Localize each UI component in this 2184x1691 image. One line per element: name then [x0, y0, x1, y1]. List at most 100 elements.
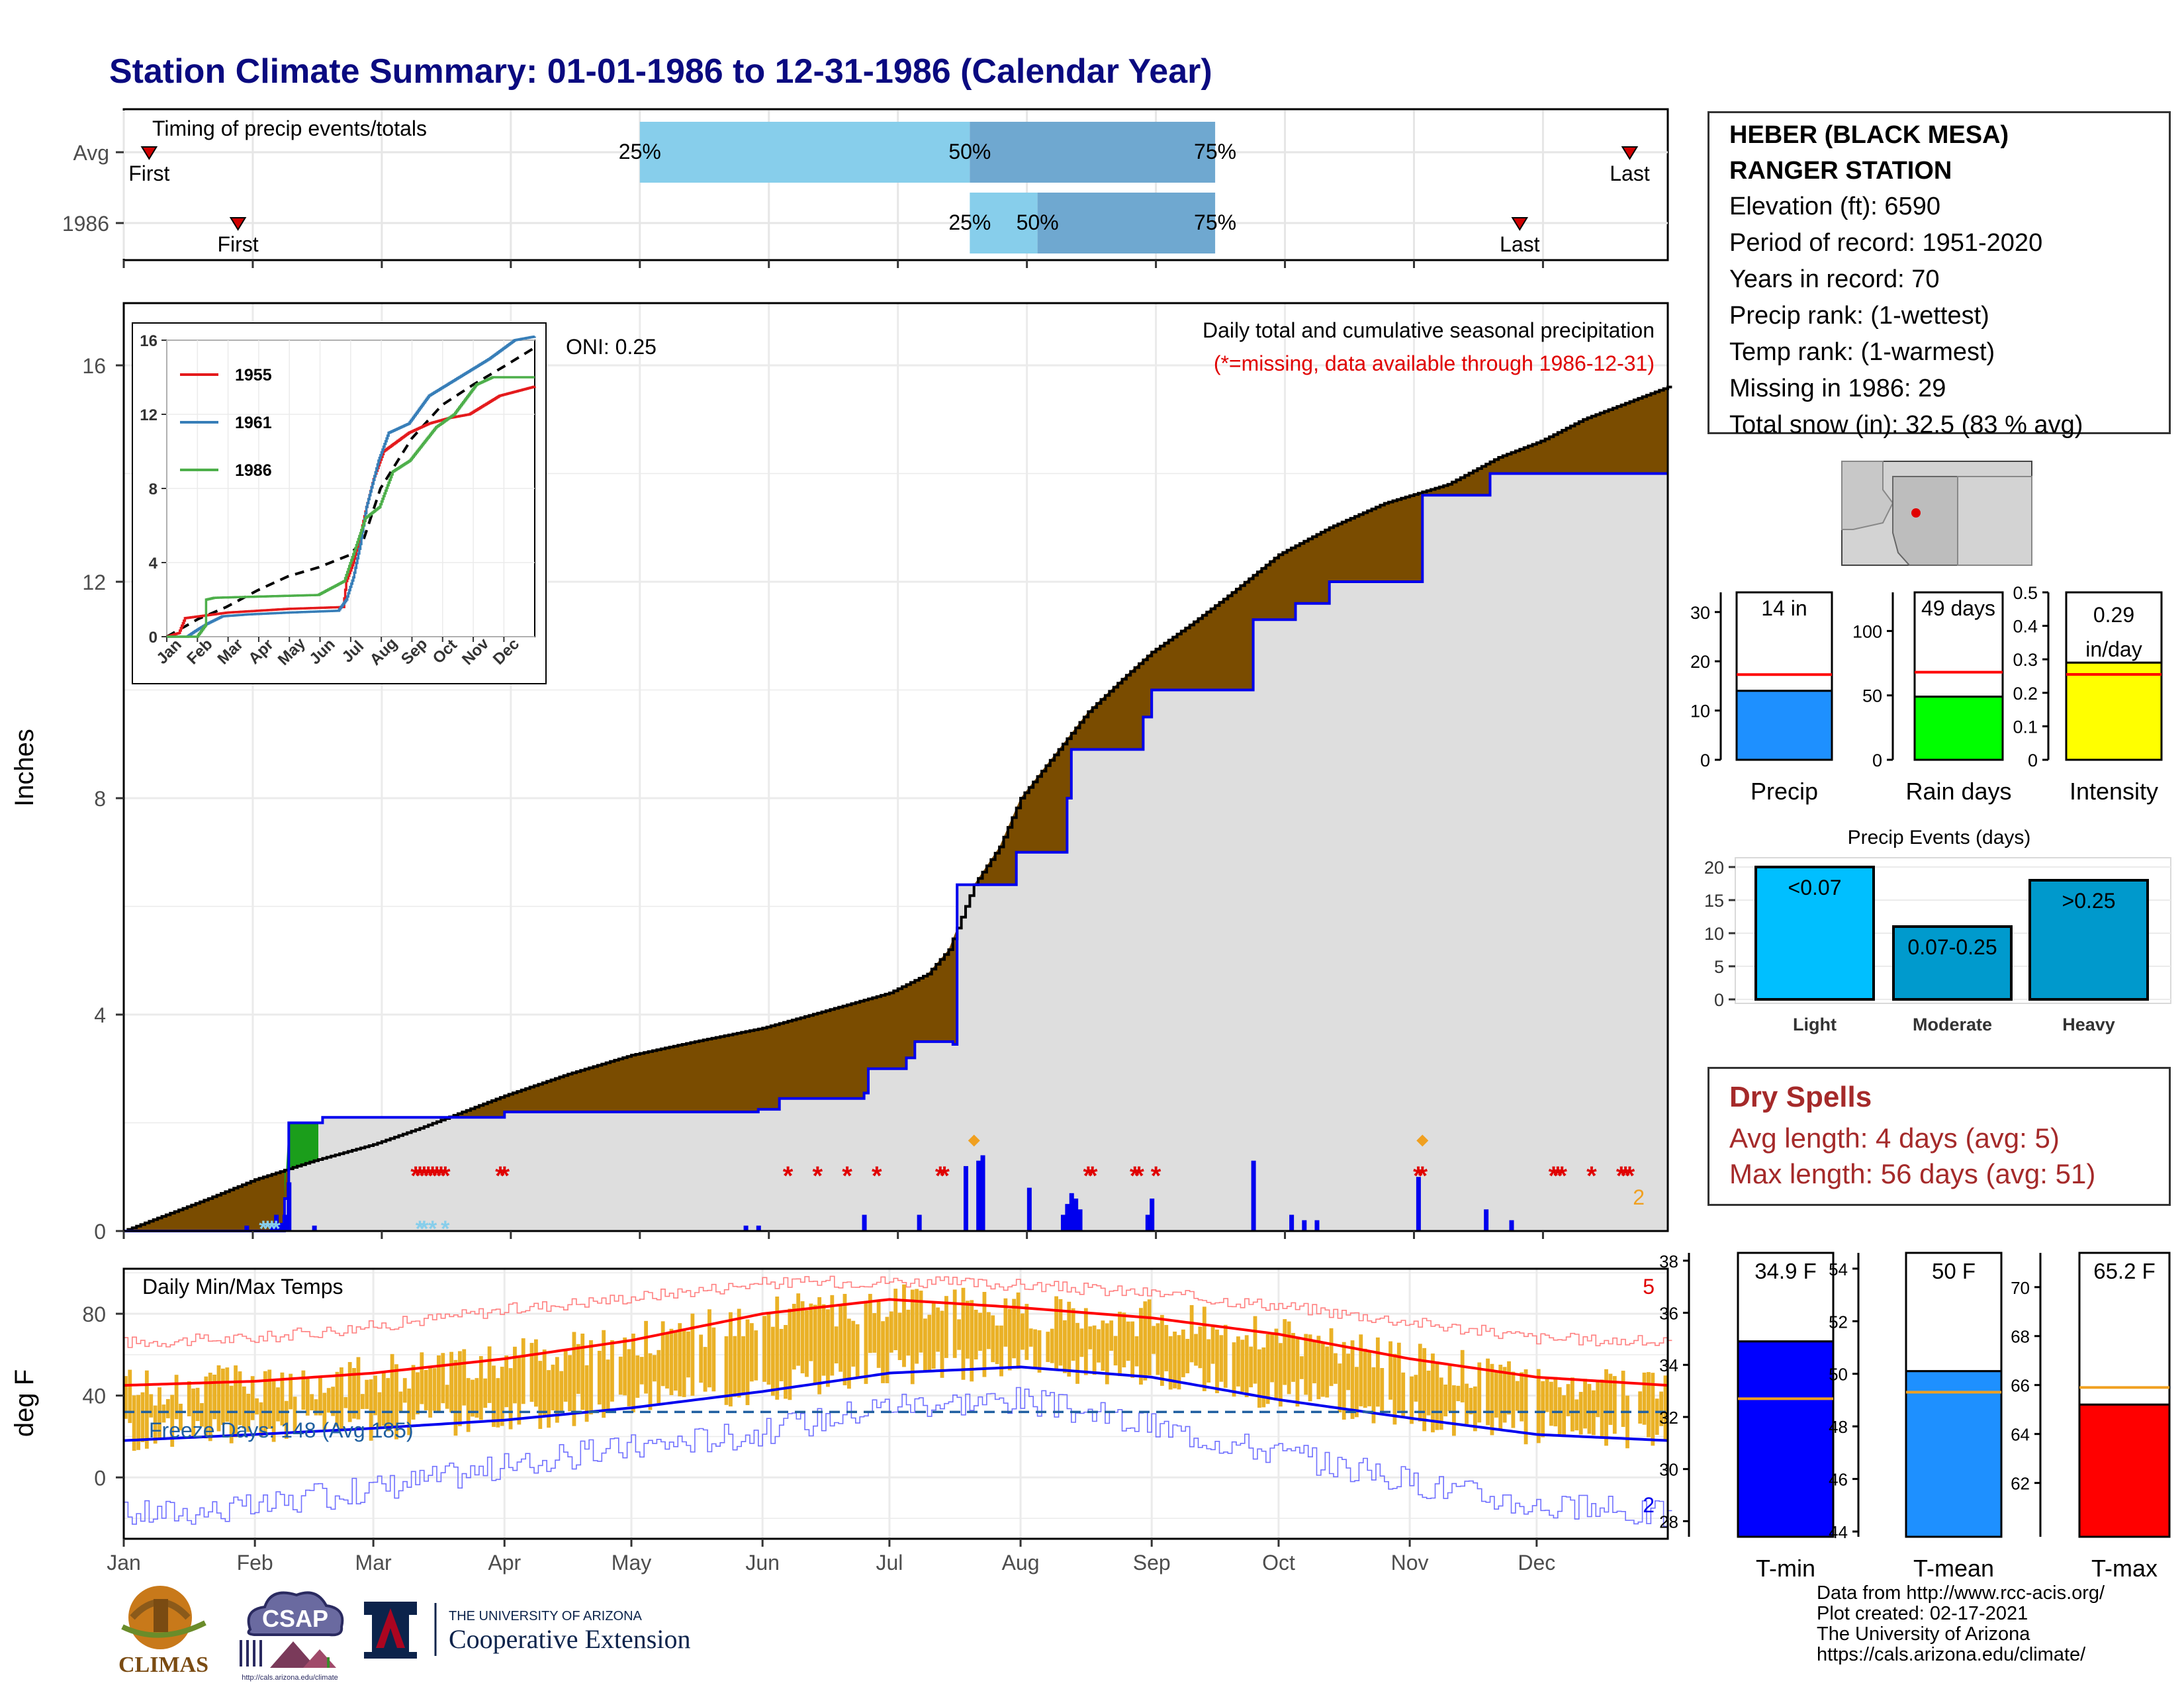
precip-snow-marker: *	[420, 1216, 429, 1242]
temp-daily-bar	[1608, 1373, 1613, 1425]
temp-daily-bar	[839, 1304, 843, 1372]
temp-daily-bar	[999, 1325, 1003, 1377]
ua-logo-line1: THE UNIVERSITY OF ARIZONA	[449, 1609, 643, 1623]
temp-daily-bar	[881, 1321, 885, 1383]
temp-daily-bar	[1253, 1316, 1257, 1384]
temp-daily-bar	[1426, 1370, 1431, 1416]
temp-daily-bar	[779, 1328, 784, 1382]
temp-daily-bar	[931, 1303, 936, 1369]
events-bar-label: 0.07-0.25	[1907, 935, 1997, 959]
temp-daily-bar	[441, 1353, 445, 1404]
precip-daily-bar	[1314, 1220, 1320, 1231]
inset-y-tick-label: 0	[149, 629, 158, 647]
temp-daily-bar	[339, 1367, 343, 1430]
temp-daily-bar	[487, 1346, 492, 1403]
precip-daily-bar	[1289, 1214, 1295, 1231]
precip-daily-bar	[1065, 1204, 1070, 1231]
dry-spells-avg: Avg length: 4 days (avg: 5)	[1729, 1122, 2060, 1154]
dry-spells-max: Max length: 56 days (avg: 51)	[1729, 1158, 2096, 1189]
temp-daily-bar	[1105, 1323, 1109, 1385]
bar-chart-y-tick-label: 32	[1659, 1408, 1678, 1428]
temp-daily-bar	[1261, 1347, 1266, 1408]
events-y-tick-label: 15	[1704, 891, 1724, 911]
timing-bar-25-50	[639, 122, 970, 183]
t-mean-bar	[1905, 1370, 2003, 1538]
temp-daily-bar	[411, 1365, 416, 1420]
temp-daily-bar	[1079, 1328, 1084, 1357]
climas-logo-text: CLIMAS	[118, 1653, 208, 1677]
precip-oni-label: ONI: 0.25	[566, 335, 657, 359]
precip-missing-marker: *	[1083, 1162, 1094, 1191]
precip-daily-bar	[1026, 1187, 1032, 1231]
temp-daily-bar	[597, 1350, 602, 1405]
temp-daily-bar	[648, 1353, 653, 1410]
precip-missing-marker: *	[872, 1162, 882, 1191]
temp-daily-bar	[381, 1371, 386, 1426]
temp-daily-bar	[923, 1318, 927, 1373]
precip-corner-count: 2	[1633, 1185, 1645, 1209]
temp-daily-bar	[1578, 1392, 1583, 1435]
credit-plot-created: Plot created: 02-17-2021	[1817, 1603, 2028, 1624]
precip-daily-bar	[963, 1165, 968, 1231]
temp-daily-bar	[1401, 1372, 1406, 1416]
events-category-label: Light	[1793, 1015, 1837, 1034]
csap-logo-text: CSAP	[262, 1605, 328, 1632]
intensity-label: Intensity	[2070, 778, 2158, 805]
precip-missing-marker: *	[939, 1162, 950, 1191]
temp-daily-bar	[639, 1357, 644, 1385]
temp-daily-bar	[475, 1378, 479, 1418]
temp-daily-bar	[699, 1334, 704, 1383]
bar-chart-y-tick-label: 30	[1659, 1460, 1678, 1480]
precip-missing-marker: *	[1130, 1162, 1140, 1191]
temp-daily-bar	[416, 1372, 420, 1415]
station-temp-rank: Temp rank: (1-warmest)	[1729, 338, 1995, 366]
temp-daily-bar	[500, 1367, 504, 1426]
temp-daily-bar	[906, 1309, 911, 1356]
temp-daily-bar	[703, 1347, 707, 1392]
temp-daily-bar	[318, 1377, 322, 1416]
timing-marker	[1621, 146, 1639, 160]
temp-daily-bar	[1219, 1335, 1224, 1382]
temp-daily-bar	[978, 1312, 982, 1351]
temp-daily-bar	[1545, 1377, 1549, 1412]
temp-daily-bar	[1109, 1320, 1114, 1351]
bar-chart-y-tick-label: 44	[1829, 1522, 1848, 1542]
temp-daily-bar	[1113, 1336, 1118, 1366]
temp-daily-bar	[165, 1398, 170, 1418]
temp-daily-bar	[1198, 1326, 1203, 1369]
temp-daily-bar	[1549, 1381, 1553, 1426]
temp-daily-bar	[124, 1376, 128, 1419]
temp-daily-bar	[952, 1289, 957, 1358]
temp-daily-bar	[817, 1297, 822, 1394]
precip-daily-bar	[743, 1225, 749, 1231]
temp-daily-bar	[1536, 1369, 1541, 1443]
temp-daily-bar	[1016, 1292, 1021, 1369]
temp-daily-bar	[652, 1355, 657, 1382]
precip-missing-marker: *	[428, 1162, 438, 1191]
temp-daily-bar	[347, 1361, 352, 1422]
temp-daily-bar	[436, 1355, 441, 1411]
temp-daily-bar	[208, 1373, 212, 1441]
temp-daily-bar	[1396, 1342, 1401, 1411]
temp-daily-bar	[1583, 1379, 1587, 1429]
temp-month-label: Oct	[1262, 1551, 1295, 1575]
temp-daily-bar	[673, 1331, 678, 1391]
temp-daily-bar	[1418, 1344, 1422, 1422]
bar-chart-y-tick-label: 0	[1872, 751, 1882, 770]
temp-avg-min-line	[123, 1365, 1668, 1442]
temp-daily-bar	[343, 1396, 348, 1408]
precip-missing-marker: *	[1625, 1162, 1635, 1191]
temp-daily-bar	[792, 1304, 796, 1370]
temp-daily-bar	[1443, 1385, 1448, 1417]
inset-y-tick-label: 8	[149, 480, 158, 498]
events-y-tick-label: 20	[1704, 858, 1724, 878]
temp-daily-bar	[1612, 1376, 1617, 1434]
temp-daily-bar	[149, 1394, 154, 1418]
temp-daily-bar	[724, 1336, 729, 1405]
timing-pct-label: 25%	[619, 140, 661, 163]
temp-freeze-label: Freeze Days: 148 (Avg 185)	[149, 1418, 414, 1442]
temp-daily-bar	[352, 1368, 356, 1419]
temp-daily-bar	[1194, 1334, 1198, 1366]
